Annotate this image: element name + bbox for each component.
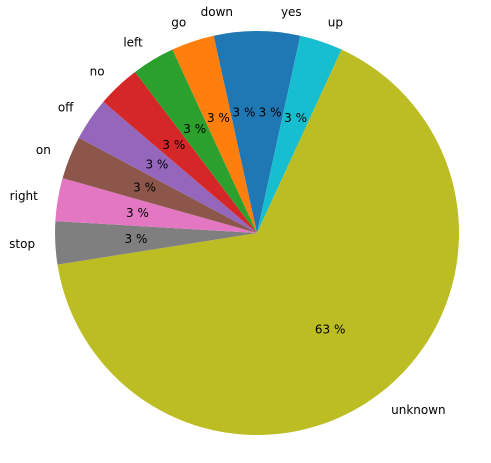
category-label-yes: yes	[281, 5, 302, 19]
percent-labels: 3 % 3 %63 %3 %3 %3 %3 %3 %3 %3 % 3 %	[125, 106, 346, 337]
percent-label-down: 3 %	[233, 106, 256, 120]
percent-label-right: 3 %	[126, 206, 149, 220]
category-label-go: go	[171, 15, 186, 29]
pie-slice-up	[257, 35, 342, 233]
category-label-on: on	[36, 143, 51, 157]
category-labels: yes up unknown stop right on off no left go down	[9, 5, 445, 417]
percent-label-up: 3 %	[284, 111, 307, 125]
pie-slices	[55, 31, 460, 435]
pie-slice-yes	[257, 31, 301, 233]
pie-slice-unknown	[57, 49, 460, 435]
category-label-unknown: unknown	[391, 403, 446, 417]
pie-slice-no	[103, 71, 257, 234]
pie-slice-down	[213, 31, 257, 233]
percent-label-unknown: 63 %	[315, 323, 346, 337]
category-label-down: down	[201, 5, 233, 19]
percent-label-on: 3 %	[133, 181, 156, 195]
category-label-no: no	[90, 64, 105, 78]
pie-slice-left	[135, 49, 257, 233]
pie-slice-off	[78, 101, 258, 233]
percent-label-go: 3 %	[207, 111, 230, 125]
category-label-off: off	[58, 101, 74, 115]
category-label-stop: stop	[9, 237, 35, 251]
percent-label-off: 3 %	[145, 158, 168, 172]
percent-label-yes: 3 %	[259, 106, 282, 120]
percent-label-stop: 3 %	[125, 232, 148, 246]
category-label-right: right	[10, 189, 38, 203]
percent-label-no: 3 %	[162, 138, 185, 152]
pie-slice-stop	[55, 221, 258, 265]
pie-slice-on	[62, 137, 257, 233]
pie-slice-right	[55, 178, 258, 233]
pie-slice-go	[172, 35, 257, 233]
percent-label-left: 3 %	[183, 122, 206, 136]
category-label-up: up	[328, 15, 343, 29]
category-label-left: left	[123, 35, 143, 49]
